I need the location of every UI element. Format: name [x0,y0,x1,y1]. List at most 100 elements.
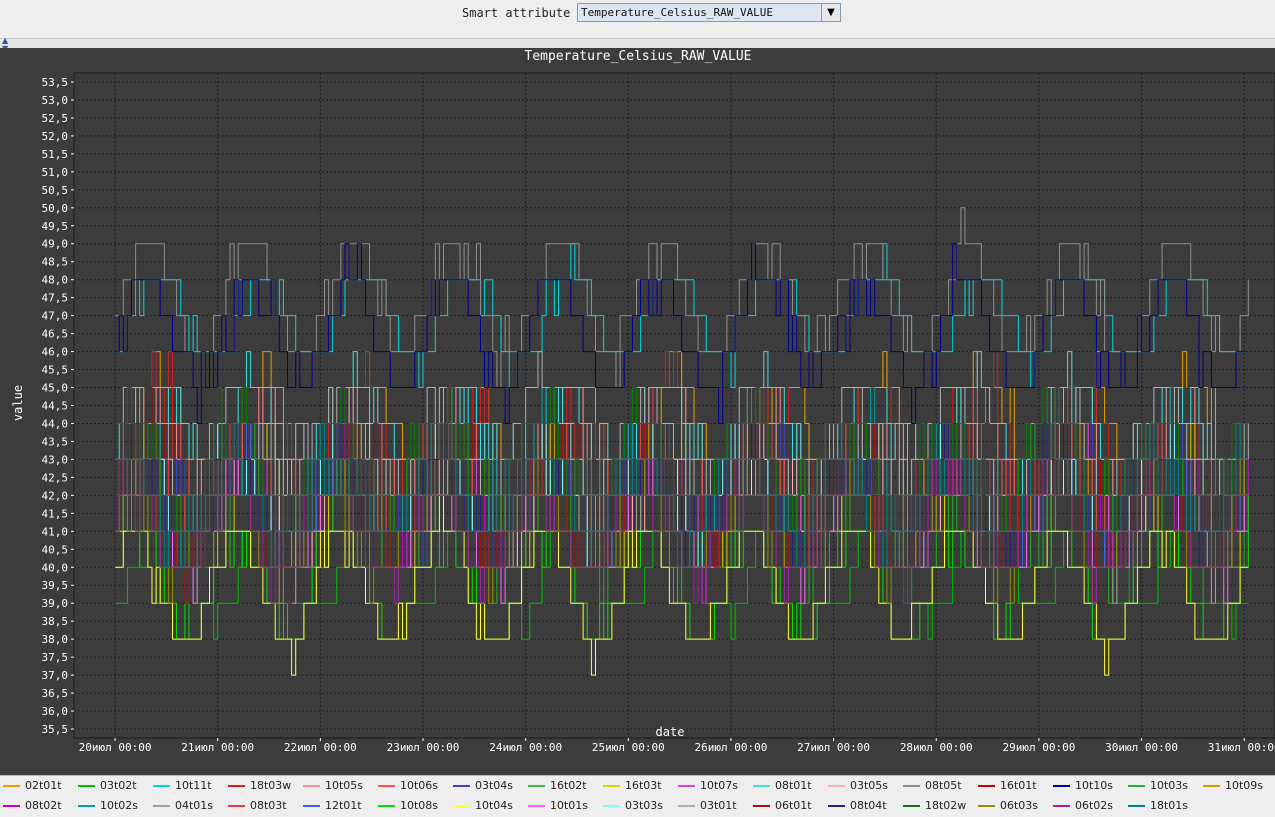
legend-label: 18t02w [925,799,967,812]
legend-label: 12t01t [325,799,362,812]
x-tick-label: 23июл 00:00 [387,741,460,754]
y-tick-label: 36,0 [42,705,69,718]
x-tick-label: 25июл 00:00 [592,741,665,754]
legend-label: 10t06s [400,779,439,792]
smart-attribute-label: Smart attribute [462,6,571,20]
legend-label: 10t11t [175,779,212,792]
legend-swatch [528,805,545,807]
y-tick-label: 47,5 [42,292,69,305]
x-tick-label: 20июл 00:00 [79,741,152,754]
legend-swatch [1128,805,1145,807]
legend-swatch [3,805,20,807]
legend-swatch [678,805,695,807]
legend-label: 16t02t [550,779,587,792]
y-tick-label: 38,5 [42,615,69,628]
y-tick-label: 46,0 [42,346,69,359]
chevron-down-icon[interactable]: ▼ [821,4,840,21]
y-tick-label: 51,0 [42,166,69,179]
y-tick-label: 36,5 [42,687,69,700]
series-line-03t01t [115,351,1249,496]
x-tick-label: 22июл 00:00 [284,741,357,754]
y-tick-label: 46,5 [42,328,69,341]
y-tick-label: 53,0 [42,94,69,107]
y-tick-label: 52,0 [42,130,69,143]
legend-swatch [528,785,545,787]
y-tick-label: 53,5 [42,76,69,89]
legend-label: 10t10s [1075,779,1114,792]
legend-swatch [903,805,920,807]
legend-swatch [1128,785,1145,787]
y-tick-label: 35,5 [42,723,69,736]
y-tick-label: 44,0 [42,417,69,430]
legend-label: 10t04s [475,799,514,812]
y-tick-label: 42,5 [42,471,69,484]
x-tick-label: 26июл 00:00 [695,741,768,754]
legend-swatch [678,785,695,787]
y-tick-label: 40,5 [42,543,69,556]
y-axis-label: value [11,385,25,421]
legend-label: 18t01s [1150,799,1189,812]
y-tick-label: 48,5 [42,256,69,269]
legend-label: 18t03w [250,779,292,792]
legend-swatch [1053,785,1070,787]
legend-swatch [78,785,95,787]
y-tick-label: 50,0 [42,202,69,215]
legend-label: 10t03s [1150,779,1189,792]
y-tick-label: 48,0 [42,274,69,287]
legend-label: 03t01t [700,799,737,812]
legend-label: 10t09s [1225,779,1264,792]
y-tick-label: 41,5 [42,507,69,520]
legend-label: 08t04t [850,799,887,812]
legend-swatch [978,785,995,787]
y-tick-label: 45,5 [42,364,69,377]
y-tick-label: 41,0 [42,525,69,538]
legend-swatch [153,805,170,807]
legend-label: 10t05s [325,779,364,792]
legend-swatch [453,805,470,807]
series-line-18t02w [115,387,1249,532]
y-tick-label: 39,5 [42,579,69,592]
legend-swatch [378,805,395,807]
legend-label: 10t02s [100,799,139,812]
legend-swatch [78,805,95,807]
legend-label: 06t02s [1075,799,1114,812]
y-tick-label: 38,0 [42,633,69,646]
y-tick-label: 49,0 [42,238,69,251]
legend-swatch [303,805,320,807]
legend-label: 03t03s [625,799,664,812]
x-tick-label: 31июл 00:00 [1208,741,1275,754]
y-tick-label: 45,0 [42,382,69,395]
legend-label: 08t02t [25,799,62,812]
toolbar: Smart attribute Temperature_Celsius_RAW_… [0,0,1275,38]
legend-label: 08t01t [775,779,812,792]
legend-swatch [378,785,395,787]
legend-swatch [1053,805,1070,807]
legend-swatch [603,805,620,807]
y-tick-label: 40,0 [42,561,69,574]
legend-label: 08t05t [925,779,962,792]
legend-swatch [228,805,245,807]
line-chart: Temperature_Celsius_RAW_VALUE 53,5 53,0 52… [11,49,1275,754]
series-line-10t10s [115,243,1249,424]
series-line-18t01s [115,423,1249,568]
y-tick-label: 47,0 [42,310,69,323]
x-tick-label: 28июл 00:00 [900,741,973,754]
legend-label: 10t07s [700,779,739,792]
y-tick-label: 52,5 [42,112,69,125]
y-tick-label: 51,5 [42,148,69,161]
x-tick-label: 27июл 00:00 [797,741,870,754]
legend-label: 02t01t [25,779,62,792]
y-tick-label: 43,0 [42,453,69,466]
smart-attribute-select[interactable]: Temperature_Celsius_RAW_VALUE ▼ [577,3,841,22]
legend-label: 06t01t [775,799,812,812]
legend-swatch [153,785,170,787]
legend-swatch [828,805,845,807]
legend-swatch [828,785,845,787]
legend-swatch [3,785,20,787]
legend-label: 16t03t [625,779,662,792]
legend-swatch [978,805,995,807]
y-tick-label: 37,5 [42,651,69,664]
y-tick-label: 39,0 [42,597,69,610]
legend-label: 03t02t [100,779,137,792]
y-tick-label: 43,5 [42,435,69,448]
